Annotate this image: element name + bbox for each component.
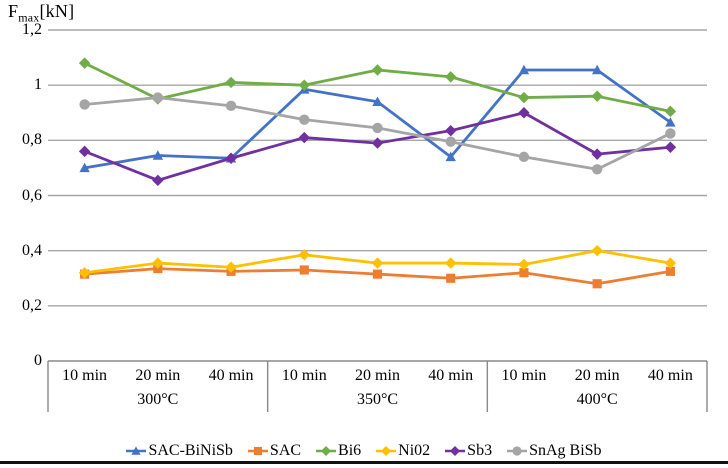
square-marker-icon: [247, 446, 268, 455]
temperature-label: 350°C: [356, 391, 399, 408]
y-tick-label: 0,6: [22, 186, 42, 204]
legend-label: SAC-BiNiSb: [148, 441, 233, 459]
legend-label: Sb3: [467, 441, 493, 459]
chart-title: Fmax[kN]: [8, 1, 74, 26]
time-label: 40 min: [647, 367, 693, 384]
series-line: [83, 96, 672, 171]
time-label: 40 min: [428, 367, 474, 384]
temperature-label: 400°C: [576, 391, 618, 408]
legend-item: SnAg BiSb: [507, 441, 602, 460]
legend-label: SAC: [269, 441, 302, 459]
time-label: 20 min: [574, 367, 620, 384]
triangle-marker-icon: [126, 445, 147, 455]
diamond-marker-icon: [376, 445, 397, 456]
chart-title-subscript: max: [18, 10, 40, 25]
y-tick-label: 1,2: [22, 21, 42, 38]
legend-item: Bi6: [316, 442, 361, 460]
time-label: 10 min: [62, 367, 108, 384]
y-tick-label: 0,2: [22, 296, 42, 314]
y-tick-label: 1: [34, 76, 42, 94]
legend-item: SAC: [247, 441, 302, 460]
diamond-marker-icon: [445, 445, 466, 456]
time-label: 20 min: [135, 367, 181, 384]
y-tick-label: 0,8: [22, 131, 42, 149]
time-label: 20 min: [355, 367, 400, 384]
y-tick-label: 0,4: [22, 241, 42, 259]
temperature-label: 300°C: [137, 391, 179, 408]
legend-item: SAC-BiNiSb: [126, 441, 233, 460]
legend-item: Sb3: [445, 442, 492, 460]
legend: SAC-BiNiSb SAC Bi6 Ni02 Sb3 SnAg BiSb: [0, 440, 728, 461]
legend-label: Bi6: [338, 441, 362, 459]
time-label: 10 min: [281, 367, 327, 384]
time-label: 10 min: [501, 367, 547, 384]
y-tick-label: 0: [34, 352, 42, 369]
legend-label: Ni02: [398, 441, 431, 459]
legend-item: Ni02: [376, 442, 430, 460]
legend-label: SnAg BiSb: [529, 441, 602, 459]
figure-bottom-border: [0, 461, 728, 464]
chart-title-unit: [kN]: [39, 1, 75, 21]
chart-title-prefix: F: [8, 1, 19, 21]
time-label: 40 min: [208, 367, 254, 384]
diamond-marker-icon: [316, 445, 337, 456]
circle-marker-icon: [507, 445, 528, 456]
